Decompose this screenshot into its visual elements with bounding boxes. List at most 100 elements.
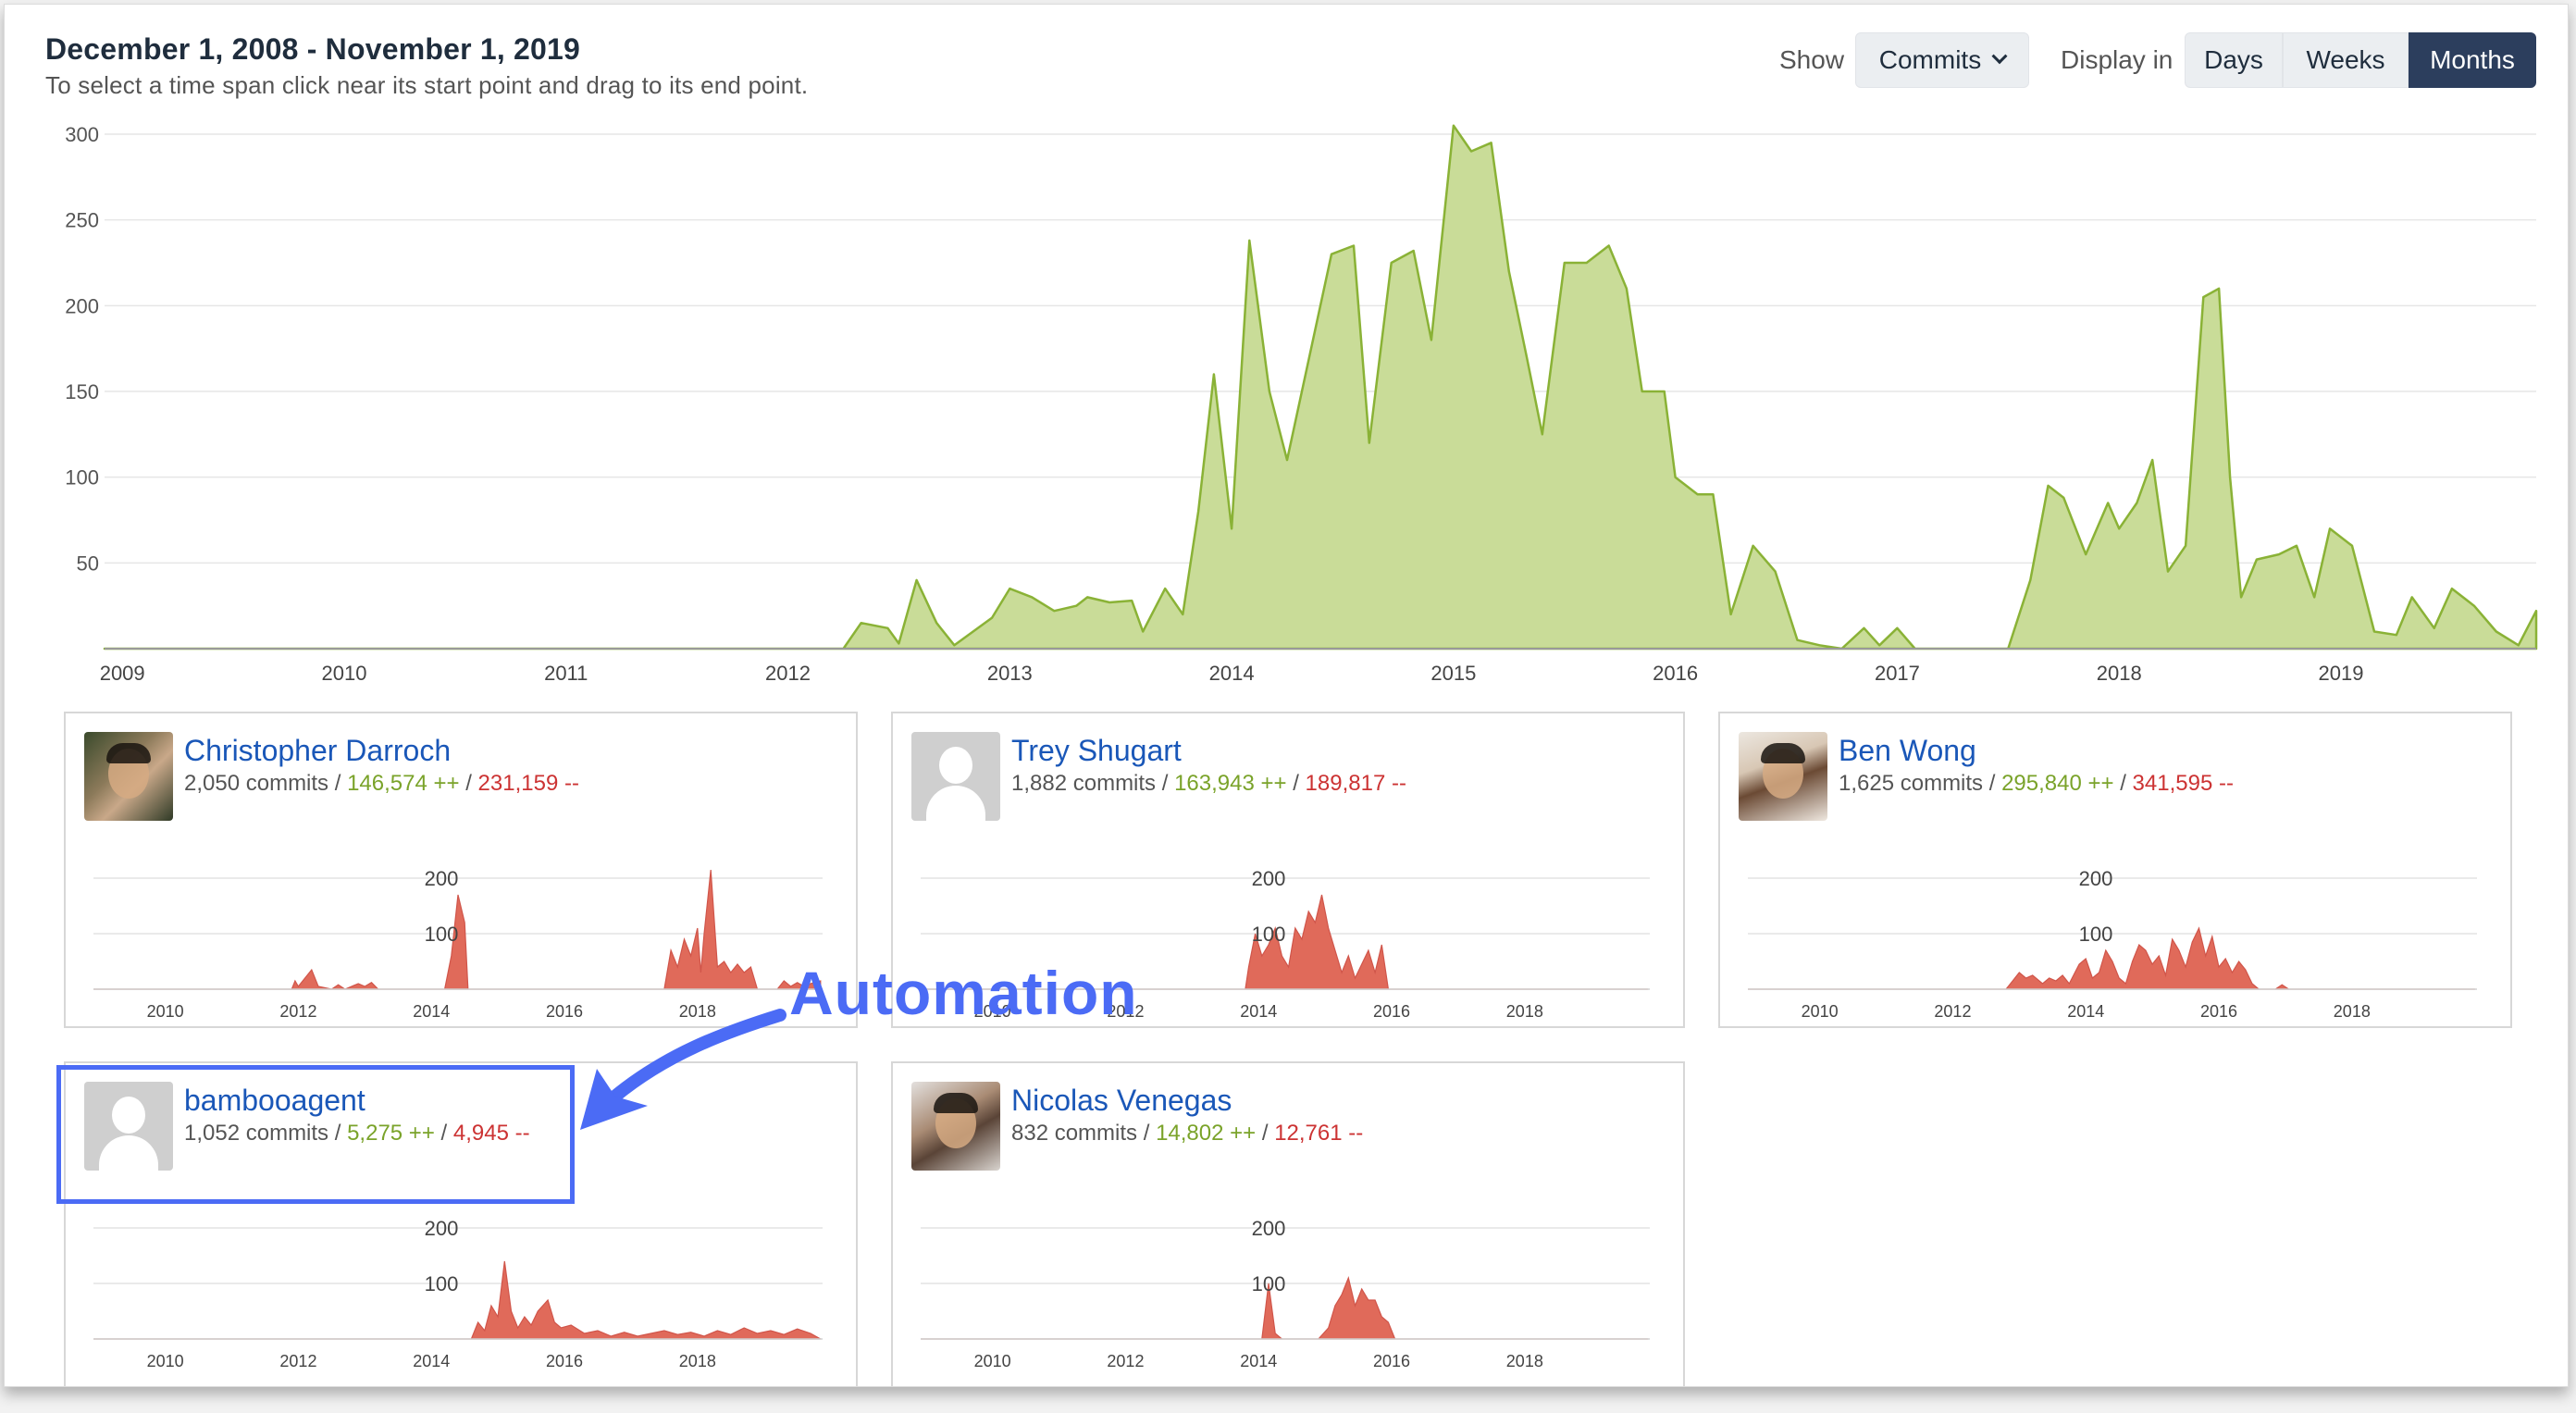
mini-area-series [93, 1260, 822, 1340]
mini-x-tick-label: 2010 [1802, 1002, 1839, 1017]
contributor-card: bambooagent 1,052 commits / 5,275 ++ / 4,… [64, 1061, 860, 1386]
mini-x-tick-label: 2014 [1240, 1002, 1277, 1017]
mini-x-tick-label: 2010 [147, 1002, 184, 1017]
deletions-count: 4,945 -- [452, 1121, 530, 1146]
contributor-name-link[interactable]: Trey Shugart [1011, 734, 1182, 767]
main-y-tick-label: 200 [65, 294, 99, 317]
mini-area-series [921, 894, 1648, 990]
mini-y-tick-label: 100 [425, 923, 459, 946]
main-x-tick-label: 2009 [100, 662, 145, 685]
additions-count: 146,574 ++ [347, 771, 460, 796]
mini-x-tick-label: 2016 [1373, 1352, 1410, 1367]
show-label: Show [1779, 45, 1845, 74]
additions-count: 14,802 ++ [1156, 1121, 1257, 1146]
mini-y-tick-label: 200 [2079, 867, 2113, 890]
mini-x-tick-label: 2012 [279, 1352, 316, 1367]
contributor-name-link[interactable]: Nicolas Venegas [1011, 1084, 1232, 1117]
days-button[interactable]: Days [2185, 32, 2283, 88]
mini-y-tick-label: 200 [1252, 867, 1286, 890]
commit-count: 832 commits [1011, 1121, 1138, 1146]
display-in-label: Display in [2061, 45, 2174, 74]
main-x-tick-label: 2012 [765, 662, 811, 685]
commit-count: 1,625 commits [1839, 771, 1984, 796]
mini-x-tick-label: 2012 [1107, 1352, 1144, 1367]
main-y-tick-label: 150 [65, 380, 99, 403]
mini-x-tick-label: 2014 [413, 1002, 450, 1017]
mini-x-tick-label: 2014 [413, 1352, 450, 1367]
avatar[interactable] [84, 1082, 173, 1171]
weeks-button[interactable]: Weeks [2283, 32, 2409, 88]
main-x-tick-label: 2018 [2097, 662, 2142, 685]
contributor-name-link[interactable]: Ben Wong [1839, 734, 1976, 767]
commit-count: 1,052 commits [184, 1121, 329, 1146]
contributor-mini-chart[interactable]: 200 100 2010 2012 2014 2016 2018 [893, 1182, 1687, 1367]
main-y-tick-label: 250 [65, 209, 99, 232]
mini-x-tick-label: 2012 [1934, 1002, 1971, 1017]
mini-x-tick-label: 2014 [1240, 1352, 1277, 1367]
date-range-title: December 1, 2008 - November 1, 2019 [45, 32, 580, 66]
contributor-name-link[interactable]: Christopher Darroch [184, 734, 452, 767]
mini-y-tick-label: 100 [1252, 1272, 1286, 1295]
mini-x-tick-label: 2012 [1107, 1002, 1144, 1017]
contributor-mini-chart[interactable]: 200 100 2010 2012 2014 2016 2018 [66, 832, 860, 1017]
mini-area-series [93, 869, 822, 990]
mini-x-tick-label: 2016 [1373, 1002, 1410, 1017]
contributor-card: Christopher Darroch 2,050 commits / 146,5… [64, 712, 858, 1028]
contributor-mini-chart[interactable]: 200 100 2010 2012 2014 2016 2018 [1720, 832, 2514, 1017]
contributor-mini-chart[interactable]: 200 100 2010 2012 2014 2016 2018 [66, 1182, 860, 1367]
contributor-stats: 1,052 commits / 5,275 ++ / 4,945 -- [184, 1121, 530, 1146]
main-commits-chart[interactable]: 300 250 200 150 100 50 2009 2010 2011 2012 2013 201… [5, 106, 2569, 699]
mini-x-tick-label: 2018 [679, 1002, 716, 1017]
mini-area-series [1748, 926, 2475, 990]
mini-y-tick-label: 200 [425, 867, 459, 890]
main-x-tick-label: 2014 [1209, 662, 1255, 685]
mini-y-tick-label: 100 [425, 1272, 459, 1295]
mini-x-tick-label: 2010 [974, 1002, 1011, 1017]
display-granularity-toggle: Days Weeks Months [2185, 32, 2536, 88]
deletions-count: 231,159 -- [477, 771, 579, 796]
main-area-series[interactable] [103, 124, 2538, 651]
main-y-tick-label: 100 [65, 466, 99, 490]
main-x-tick-label: 2013 [987, 662, 1033, 685]
main-x-tick-label: 2010 [321, 662, 366, 685]
main-y-tick-label: 300 [65, 123, 99, 146]
avatar[interactable] [911, 1082, 1000, 1171]
main-y-tick-label: 50 [77, 552, 99, 575]
commit-count: 2,050 commits [184, 771, 329, 796]
mini-y-tick-label: 200 [425, 1217, 459, 1240]
avatar[interactable] [84, 732, 173, 821]
additions-count: 5,275 ++ [347, 1121, 435, 1146]
main-x-tick-label: 2017 [1875, 662, 1920, 685]
avatar[interactable] [911, 732, 1000, 821]
contributors-page: December 1, 2008 - November 1, 2019 To s… [4, 4, 2569, 1387]
mini-y-tick-label: 200 [1252, 1217, 1286, 1240]
mini-y-tick-label: 100 [1252, 923, 1286, 946]
additions-count: 295,840 ++ [2001, 771, 2114, 796]
avatar[interactable] [1739, 732, 1827, 821]
mini-x-tick-label: 2018 [1506, 1002, 1543, 1017]
main-x-tick-label: 2015 [1430, 662, 1476, 685]
mini-area-series [921, 1276, 1648, 1340]
mini-x-tick-label: 2014 [2067, 1002, 2104, 1017]
contributor-card: Nicolas Venegas 832 commits / 14,802 ++ /… [891, 1061, 1687, 1386]
mini-y-tick-label: 100 [2079, 923, 2113, 946]
mini-x-tick-label: 2010 [974, 1352, 1011, 1367]
annotation-arrow-icon [580, 1009, 786, 1130]
mini-x-tick-label: 2010 [147, 1352, 184, 1367]
mini-x-tick-label: 2018 [1506, 1352, 1543, 1367]
contributor-name-link[interactable]: bambooagent [184, 1084, 365, 1117]
mini-x-tick-label: 2018 [2334, 1002, 2371, 1017]
contributor-stats: 1,882 commits / 163,943 ++ / 189,817 -- [1011, 771, 1406, 796]
contributor-card: Trey Shugart 1,882 commits / 163,943 ++ /… [891, 712, 1685, 1028]
date-range-hint: To select a time span click near its sta… [45, 71, 809, 99]
show-commits-dropdown[interactable]: Commits [1855, 32, 2029, 88]
main-x-tick-label: 2011 [544, 662, 588, 685]
contributor-stats: 832 commits / 14,802 ++ / 12,761 -- [1011, 1121, 1364, 1146]
contributor-stats: 2,050 commits / 146,574 ++ / 231,159 -- [184, 771, 579, 796]
months-button[interactable]: Months [2409, 32, 2536, 88]
contributor-mini-chart[interactable]: 200 100 2010 2012 2014 2016 2018 [893, 832, 1687, 1017]
contributor-stats: 1,625 commits / 295,840 ++ / 341,595 -- [1839, 771, 2234, 796]
mini-x-tick-label: 2016 [546, 1002, 583, 1017]
automation-highlight-box [56, 1065, 575, 1204]
mini-x-tick-label: 2018 [679, 1352, 716, 1367]
